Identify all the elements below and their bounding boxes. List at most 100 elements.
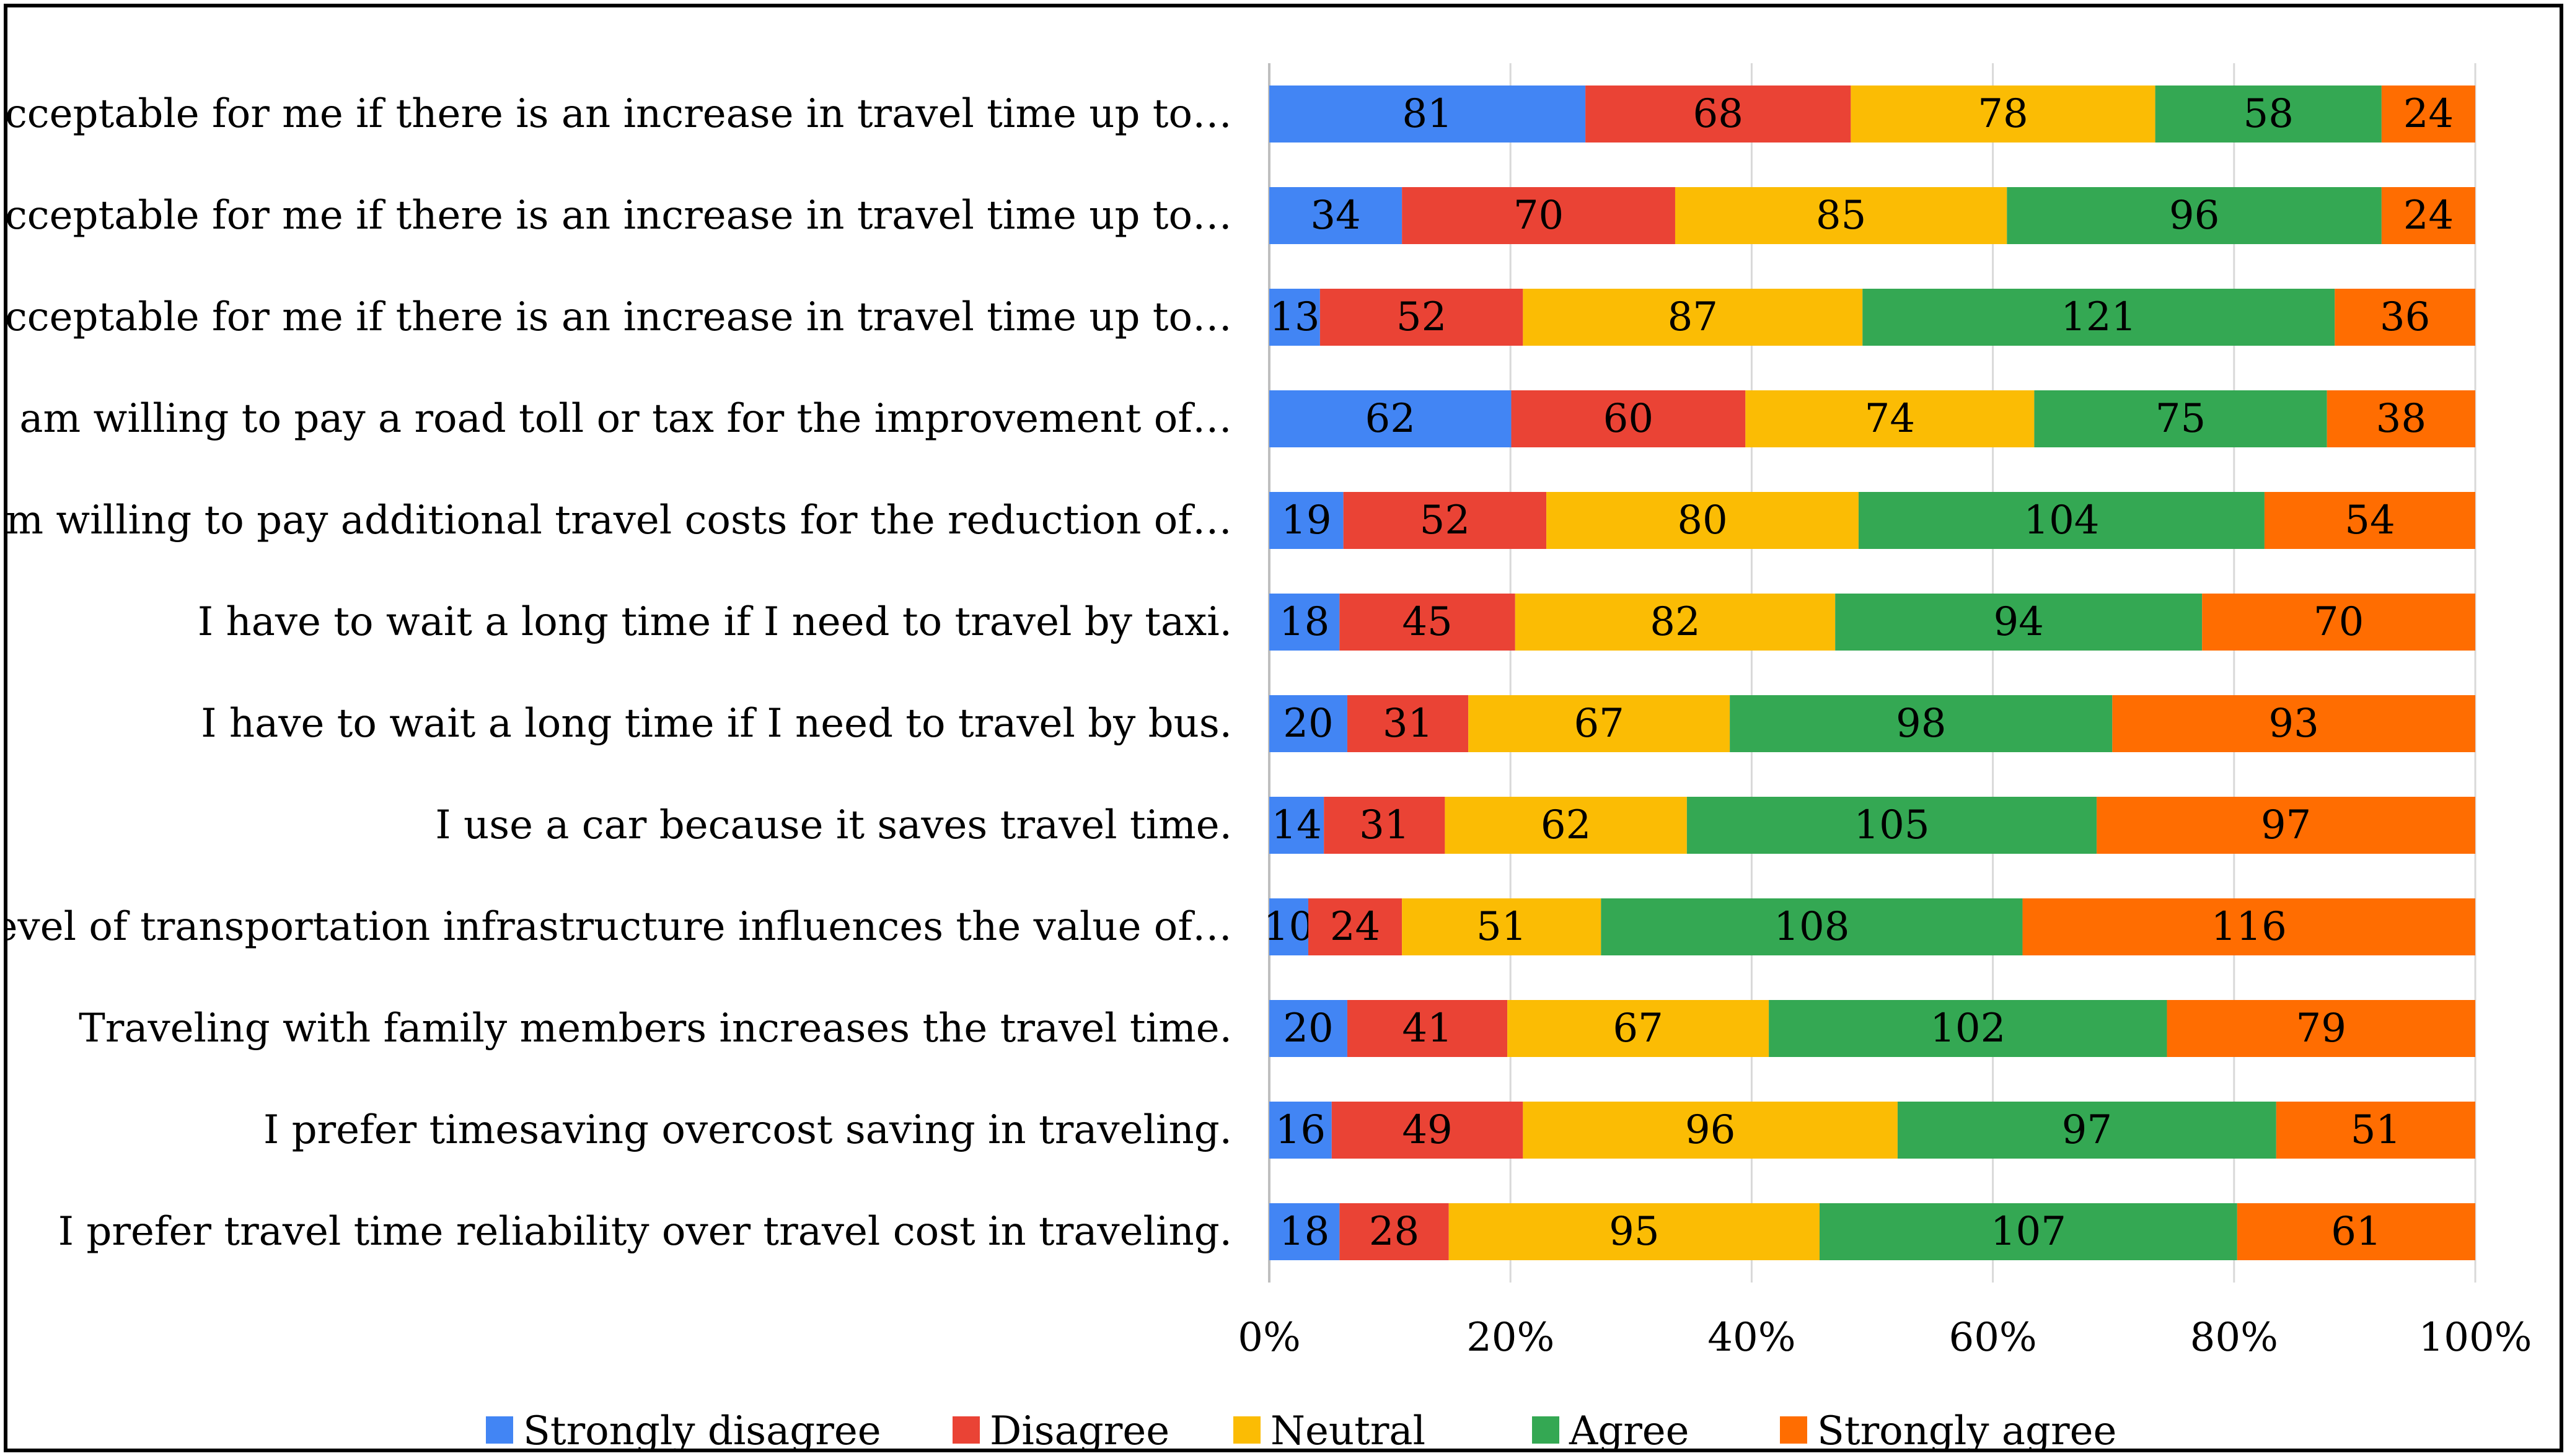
- bar-segment: [1347, 1000, 1508, 1057]
- data-label: 38: [2376, 396, 2426, 442]
- data-label: 102: [1930, 1006, 2006, 1051]
- bar-segment: [1468, 695, 1730, 752]
- legend-label: Strongly agree: [1817, 1408, 2116, 1449]
- legend-swatch: [1233, 1416, 1261, 1444]
- data-label: 98: [1896, 701, 1946, 747]
- x-tick-label: 60%: [1948, 1315, 2036, 1361]
- bar-segment: [1507, 1000, 1769, 1057]
- bar-segment: [2327, 390, 2475, 447]
- bar-segment: [2022, 898, 2475, 955]
- data-label: 51: [1476, 904, 1526, 950]
- bar-segment: [1269, 695, 1347, 752]
- x-tick-label: 20%: [1466, 1315, 1554, 1361]
- data-label: 45: [1402, 599, 1452, 645]
- data-label: 96: [1685, 1107, 1735, 1153]
- bar-segment: [1523, 1102, 1898, 1159]
- gridlines: [1268, 63, 2477, 1283]
- category-label: I have to wait a long time if I need to …: [201, 701, 1232, 747]
- data-label: 31: [1359, 802, 1409, 848]
- data-label: 34: [1310, 193, 1360, 239]
- data-label: 96: [2169, 193, 2219, 239]
- data-label: 107: [1991, 1209, 2066, 1255]
- stacked-bar-chart: 81 68 78 58 24 34 70 85 96 24 13 52 87 121 36 62 60 74 75 3…: [7, 63, 2532, 1449]
- data-label: 108: [1774, 904, 1849, 950]
- bar-segment: [2155, 86, 2382, 143]
- bar-segment: [1745, 390, 2035, 447]
- bar-segment: [2034, 390, 2327, 447]
- data-label: 105: [1854, 802, 1929, 848]
- data-label: 75: [2155, 396, 2206, 442]
- legend-label: Agree: [1569, 1408, 1689, 1449]
- bar-segment: [2167, 1000, 2475, 1057]
- data-label: 62: [1541, 802, 1591, 848]
- bar-segment: [1858, 492, 2265, 549]
- data-label: 82: [1650, 599, 1700, 645]
- data-label: 68: [1693, 91, 1743, 137]
- category-label: I prefer travel time reliability over tr…: [58, 1209, 1232, 1255]
- data-label: 20: [1283, 1006, 1333, 1051]
- category-label: I have to wait a long time if I need to …: [198, 599, 1232, 645]
- data-label: 93: [2268, 701, 2318, 747]
- x-tick-label: 100%: [2419, 1315, 2532, 1361]
- data-label: 87: [1668, 294, 1718, 340]
- bar-segment: [1269, 289, 1320, 346]
- data-label: 18: [1279, 1209, 1329, 1255]
- data-label: 85: [1816, 193, 1866, 239]
- data-label: 49: [1402, 1107, 1452, 1153]
- category-label: I use a car because it saves travel time…: [435, 802, 1232, 848]
- bar-segment: [1601, 898, 2023, 955]
- bar-segment: [2381, 86, 2475, 143]
- data-label: 19: [1281, 498, 1331, 543]
- x-tick-label: 0%: [1238, 1315, 1301, 1361]
- bar-segment: [2381, 187, 2475, 244]
- data-label: 97: [2062, 1107, 2112, 1153]
- bar-segment: [1686, 797, 2097, 854]
- data-label: 52: [1420, 498, 1470, 543]
- data-label: 58: [2243, 91, 2294, 137]
- bar-segment: [1515, 594, 1836, 651]
- legend-swatch: [1780, 1416, 1807, 1444]
- category-label: Traveling with family members increases …: [79, 1006, 1232, 1051]
- bar-segment: [1511, 390, 1746, 447]
- bar-segment: [1675, 187, 2007, 244]
- bar-segment: [1445, 797, 1687, 854]
- bar-segment: [1269, 594, 1340, 651]
- category-label: I prefer timesaving overcost saving in t…: [263, 1107, 1232, 1153]
- bar-segment: [1546, 492, 1859, 549]
- bar-segment: [1402, 187, 1675, 244]
- bar-segment: [1339, 1203, 1449, 1260]
- data-label: 52: [1396, 294, 1446, 340]
- bar-segment: [1269, 86, 1586, 143]
- bar-segment: [1269, 1000, 1347, 1057]
- data-label: 95: [1609, 1209, 1659, 1255]
- bar-segment: [1897, 1102, 2276, 1159]
- bar-segment: [1343, 492, 1547, 549]
- bar-segment: [1347, 695, 1469, 752]
- bar-segment: [1269, 492, 1344, 549]
- data-label: 104: [2023, 498, 2099, 543]
- bar-segment: [1269, 390, 1512, 447]
- category-label: It is acceptable for me if there is an i…: [7, 193, 1232, 239]
- bar-segment: [1331, 1102, 1523, 1159]
- data-label: 16: [1275, 1107, 1326, 1153]
- category-label: I am willing to pay a road toll or tax f…: [7, 396, 1232, 442]
- bar-segment: [2264, 492, 2475, 549]
- bar-segment: [1269, 1203, 1340, 1260]
- bar-segment: [1862, 289, 2335, 346]
- data-label: 20: [1283, 701, 1333, 747]
- data-label: 70: [1513, 193, 1564, 239]
- x-tick-label: 80%: [2190, 1315, 2278, 1361]
- bar-segment: [2237, 1203, 2475, 1260]
- bar-segment: [1324, 797, 1445, 854]
- legend-label: Neutral: [1270, 1408, 1425, 1449]
- bar-segment: [1339, 594, 1515, 651]
- legend-label: Strongly disagree: [523, 1408, 881, 1449]
- bar-segment: [2007, 187, 2382, 244]
- bar-segment: [2276, 1102, 2475, 1159]
- bar-segment: [1269, 898, 1308, 955]
- data-label: 97: [2261, 802, 2311, 848]
- data-label: 36: [2380, 294, 2430, 340]
- bar-segment: [1269, 797, 1324, 854]
- bar-segment: [2202, 594, 2475, 651]
- category-label: It is acceptable for me if there is an i…: [7, 294, 1232, 340]
